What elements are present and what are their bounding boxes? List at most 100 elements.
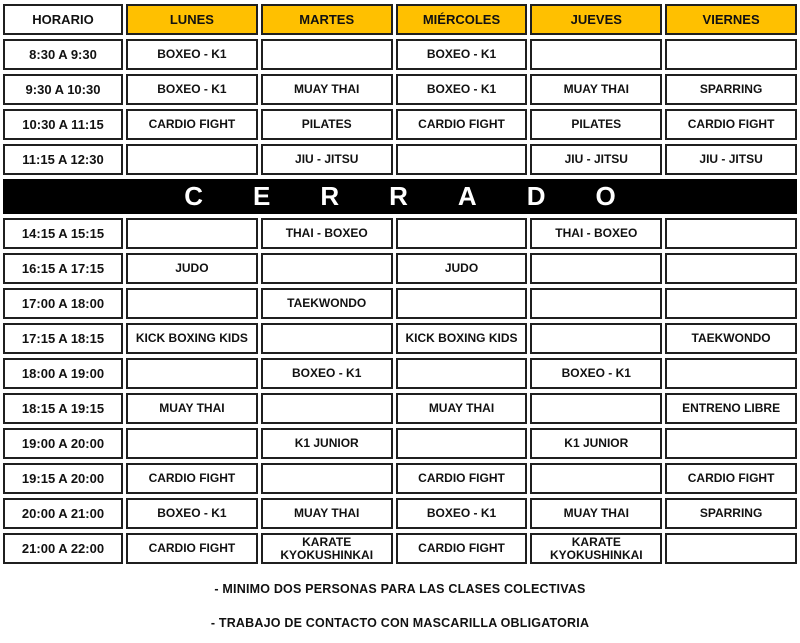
class-cell: THAI - BOXEO (260, 218, 393, 249)
empty-cell (126, 428, 258, 459)
class-cell: TAEKWONDO (260, 288, 393, 319)
class-cell: CARDIO FIGHT (126, 533, 258, 564)
class-cell: SPARRING (665, 498, 797, 529)
class-cell: BOXEO - K1 (395, 74, 528, 105)
time-cell: 18:15 A 19:15 (3, 393, 123, 424)
empty-cell (126, 144, 258, 175)
class-cell: KICK BOXING KIDS (395, 323, 528, 354)
empty-cell (126, 218, 258, 249)
class-cell: BOXEO - K1 (126, 39, 258, 70)
note-minimo: - MINIMO DOS PERSONAS PARA LAS CLASES CO… (214, 582, 586, 596)
table-row: 18:00 A 19:00 BOXEO - K1 BOXEO - K1 (3, 358, 797, 389)
class-cell: JUDO (126, 253, 258, 284)
class-cell: MUAY THAI (395, 393, 528, 424)
class-cell: MUAY THAI (530, 74, 663, 105)
class-cell: CARDIO FIGHT (665, 463, 797, 494)
header-day-viernes: VIERNES (665, 4, 797, 35)
table-row: 19:15 A 20:00 CARDIO FIGHT CARDIO FIGHT CAR… (3, 463, 797, 494)
empty-cell (260, 463, 393, 494)
class-cell: THAI - BOXEO (530, 218, 663, 249)
class-cell: JIU - JITSU (530, 144, 663, 175)
class-cell: JUDO (395, 253, 528, 284)
table-row: 17:00 A 18:00 TAEKWONDO (3, 288, 797, 319)
class-cell: PILATES (530, 109, 663, 140)
class-cell: MUAY THAI (126, 393, 258, 424)
empty-cell (530, 463, 663, 494)
class-cell: CARDIO FIGHT (395, 533, 528, 564)
empty-cell (260, 253, 393, 284)
table-row: 18:15 A 19:15 MUAY THAI MUAY THAI ENTRENO L… (3, 393, 797, 424)
time-cell: 21:00 A 22:00 (3, 533, 123, 564)
class-cell: JIU - JITSU (260, 144, 393, 175)
time-cell: 11:15 A 12:30 (3, 144, 123, 175)
class-cell: BOXEO - K1 (260, 358, 393, 389)
class-cell: KICK BOXING KIDS (126, 323, 258, 354)
empty-cell (665, 358, 797, 389)
time-cell: 19:15 A 20:00 (3, 463, 123, 494)
empty-cell (395, 218, 528, 249)
class-cell: MUAY THAI (530, 498, 663, 529)
time-cell: 16:15 A 17:15 (3, 253, 123, 284)
schedule-table: HORARIO LUNES MARTES MIÉRCOLES JUEVES VI… (3, 4, 797, 564)
empty-cell (126, 288, 258, 319)
note-mascarilla: - TRABAJO DE CONTACTO CON MASCARILLA OBL… (210, 616, 590, 630)
class-cell: CARDIO FIGHT (665, 109, 797, 140)
table-row: 21:00 A 22:00 CARDIO FIGHT KARATE KYOKUSHI… (3, 533, 797, 564)
empty-cell (260, 39, 393, 70)
class-cell: BOXEO - K1 (395, 39, 528, 70)
class-cell: TAEKWONDO (665, 323, 797, 354)
schedule-body: 8:30 A 9:30 BOXEO - K1 BOXEO - K1 9:30 A 10… (3, 39, 797, 564)
empty-cell (260, 393, 393, 424)
empty-cell (395, 428, 528, 459)
class-cell: K1 JUNIOR (260, 428, 393, 459)
empty-cell (530, 323, 663, 354)
class-cell: BOXEO - K1 (530, 358, 663, 389)
time-cell: 20:00 A 21:00 (3, 498, 123, 529)
empty-cell (530, 393, 663, 424)
class-cell: MUAY THAI (260, 498, 393, 529)
class-cell: CARDIO FIGHT (395, 463, 528, 494)
class-cell: CARDIO FIGHT (126, 109, 258, 140)
header-day-jueves: JUEVES (530, 4, 663, 35)
class-cell: KARATE KYOKUSHINKAI (260, 533, 393, 564)
class-cell: BOXEO - K1 (126, 498, 258, 529)
empty-cell (530, 288, 663, 319)
table-row: 9:30 A 10:30 BOXEO - K1 MUAY THAI BOXEO - K… (3, 74, 797, 105)
class-cell: SPARRING (665, 74, 797, 105)
table-row: 19:00 A 20:00 K1 JUNIOR K1 JUNIOR (3, 428, 797, 459)
empty-cell (665, 533, 797, 564)
table-row: 17:15 A 18:15 KICK BOXING KIDS KICK BOXING… (3, 323, 797, 354)
empty-cell (395, 288, 528, 319)
time-cell: 9:30 A 10:30 (3, 74, 123, 105)
table-row: 16:15 A 17:15 JUDO JUDO (3, 253, 797, 284)
table-row: 14:15 A 15:15 THAI - BOXEO THAI - BOXEO (3, 218, 797, 249)
header-row: HORARIO LUNES MARTES MIÉRCOLES JUEVES VI… (3, 4, 797, 35)
header-day-lunes: LUNES (126, 4, 258, 35)
class-cell: K1 JUNIOR (530, 428, 663, 459)
header-horario: HORARIO (3, 4, 123, 35)
time-cell: 19:00 A 20:00 (3, 428, 123, 459)
class-cell: KARATE KYOKUSHINKAI (530, 533, 663, 564)
class-cell: CARDIO FIGHT (126, 463, 258, 494)
empty-cell (530, 39, 663, 70)
time-cell: 14:15 A 15:15 (3, 218, 123, 249)
empty-cell (395, 144, 528, 175)
empty-cell (260, 323, 393, 354)
time-cell: 8:30 A 9:30 (3, 39, 123, 70)
empty-cell (665, 253, 797, 284)
class-cell: BOXEO - K1 (126, 74, 258, 105)
class-cell: JIU - JITSU (665, 144, 797, 175)
time-cell: 17:00 A 18:00 (3, 288, 123, 319)
class-cell: BOXEO - K1 (395, 498, 528, 529)
empty-cell (665, 428, 797, 459)
empty-cell (530, 253, 663, 284)
header-day-martes: MARTES (260, 4, 393, 35)
table-row: 8:30 A 9:30 BOXEO - K1 BOXEO - K1 (3, 39, 797, 70)
empty-cell (665, 39, 797, 70)
header-day-miercoles: MIÉRCOLES (395, 4, 528, 35)
time-cell: 18:00 A 19:00 (3, 358, 123, 389)
table-row: 10:30 A 11:15 CARDIO FIGHT PILATES CARDIO F… (3, 109, 797, 140)
class-cell: MUAY THAI (260, 74, 393, 105)
closed-row: CERRADO (3, 179, 797, 214)
class-cell: ENTRENO LIBRE (665, 393, 797, 424)
